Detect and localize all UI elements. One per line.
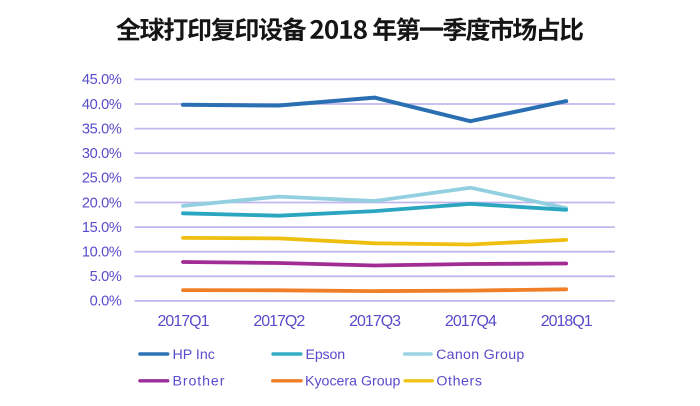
svg-text:Canon Group: Canon Group (436, 347, 524, 363)
svg-text:45.0%: 45.0% (82, 72, 122, 88)
svg-text:25.0%: 25.0% (82, 171, 122, 187)
svg-text:2018Q1: 2018Q1 (541, 313, 593, 330)
svg-text:20.0%: 20.0% (82, 195, 122, 211)
svg-text:5.0%: 5.0% (90, 269, 122, 285)
svg-text:0.0%: 0.0% (90, 294, 122, 310)
svg-text:40.0%: 40.0% (82, 97, 122, 113)
svg-text:Brother: Brother (173, 374, 226, 390)
svg-text:Kyocera Group: Kyocera Group (305, 374, 401, 390)
svg-text:Epson: Epson (306, 347, 345, 363)
svg-text:2017Q1: 2017Q1 (158, 313, 210, 330)
svg-text:30.0%: 30.0% (82, 146, 122, 162)
svg-text:2017Q2: 2017Q2 (253, 313, 305, 330)
svg-text:Others: Others (436, 374, 482, 390)
svg-text:35.0%: 35.0% (82, 121, 122, 137)
svg-text:HP Inc: HP Inc (173, 347, 215, 363)
svg-text:15.0%: 15.0% (82, 220, 122, 236)
svg-text:2017Q3: 2017Q3 (349, 313, 401, 330)
svg-text:2017Q4: 2017Q4 (445, 313, 497, 330)
svg-text:10.0%: 10.0% (82, 245, 122, 261)
